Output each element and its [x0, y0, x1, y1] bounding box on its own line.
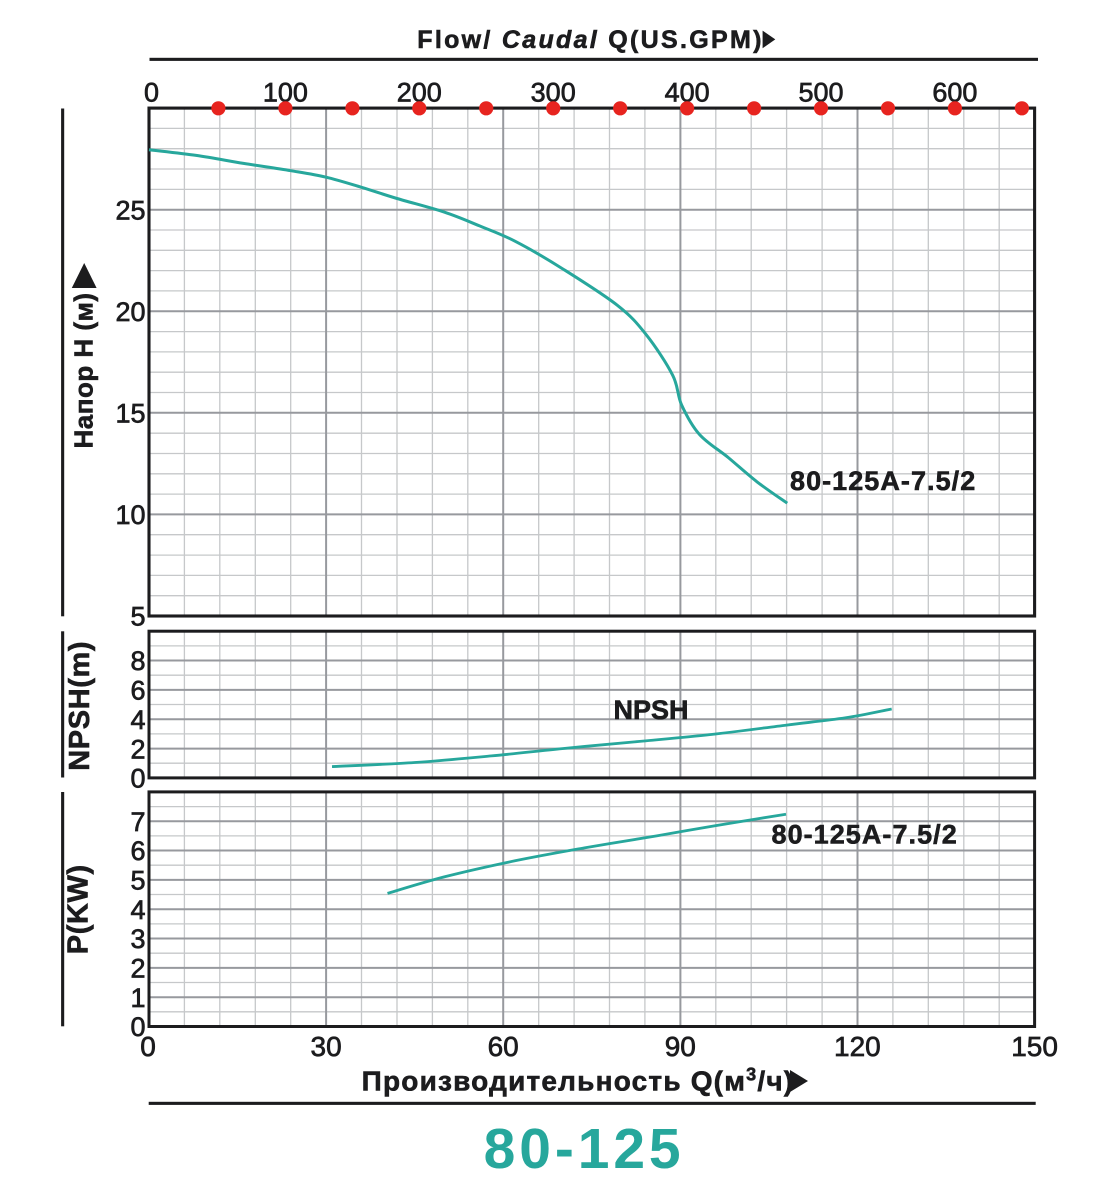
- svg-text:400: 400: [665, 78, 710, 108]
- svg-text:2: 2: [130, 734, 145, 764]
- svg-text:7: 7: [130, 807, 145, 837]
- svg-text:4: 4: [130, 705, 145, 735]
- svg-text:Напор H (м): Напор H (м): [69, 293, 99, 449]
- svg-text:5: 5: [130, 866, 145, 896]
- svg-text:150: 150: [1011, 1031, 1058, 1062]
- svg-text:60: 60: [488, 1031, 519, 1062]
- svg-text:100: 100: [263, 78, 308, 108]
- svg-text:4: 4: [130, 895, 145, 925]
- svg-text:15: 15: [115, 399, 145, 429]
- svg-text:NPSH: NPSH: [614, 695, 689, 725]
- svg-text:0: 0: [130, 764, 145, 794]
- svg-text:8: 8: [130, 646, 145, 676]
- svg-text:6: 6: [130, 836, 145, 866]
- svg-text:Flow/ Caudal Q(US.GPM): Flow/ Caudal Q(US.GPM): [417, 26, 763, 54]
- svg-text:10: 10: [115, 500, 145, 530]
- svg-text:90: 90: [665, 1031, 696, 1062]
- svg-text:1: 1: [130, 983, 145, 1013]
- svg-text:3: 3: [130, 924, 145, 954]
- svg-text:0: 0: [140, 1031, 156, 1062]
- svg-text:P(KW): P(KW): [63, 864, 95, 954]
- svg-text:30: 30: [311, 1031, 342, 1062]
- svg-text:0: 0: [130, 1012, 145, 1042]
- svg-text:NPSH(m): NPSH(m): [64, 641, 96, 771]
- svg-text:5: 5: [130, 602, 145, 632]
- svg-text:0: 0: [144, 78, 159, 108]
- svg-text:80-125A-7.5/2: 80-125A-7.5/2: [790, 466, 976, 496]
- svg-text:Производительность Q(м3/ч): Производительность Q(м3/ч): [362, 1065, 795, 1097]
- svg-text:2: 2: [130, 954, 145, 984]
- svg-text:120: 120: [834, 1031, 881, 1062]
- svg-text:80-125: 80-125: [484, 1117, 685, 1181]
- svg-text:6: 6: [130, 676, 145, 706]
- svg-text:80-125A-7.5/2: 80-125A-7.5/2: [772, 819, 958, 849]
- svg-text:20: 20: [115, 297, 145, 327]
- svg-text:25: 25: [115, 195, 145, 225]
